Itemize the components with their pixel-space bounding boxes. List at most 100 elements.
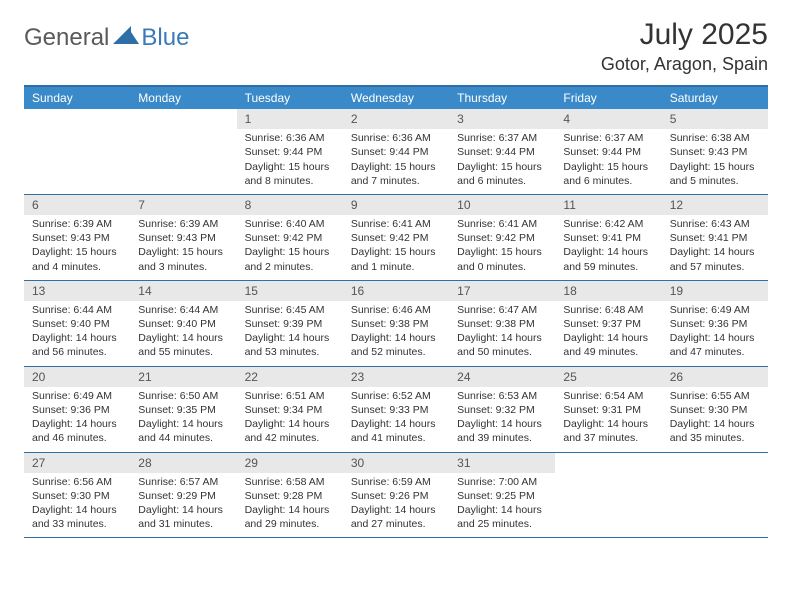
sunrise-text: Sunrise: 6:49 AM bbox=[670, 303, 760, 317]
daylight-text: Daylight: 14 hours bbox=[32, 503, 122, 517]
weekday-header: Wednesday bbox=[343, 87, 449, 109]
week-row: 1Sunrise: 6:36 AMSunset: 9:44 PMDaylight… bbox=[24, 109, 768, 195]
day-body: Sunrise: 6:58 AMSunset: 9:28 PMDaylight:… bbox=[237, 473, 343, 538]
daylight-text: Daylight: 15 hours bbox=[457, 245, 547, 259]
day-body: Sunrise: 6:49 AMSunset: 9:36 PMDaylight:… bbox=[662, 301, 768, 366]
day-number: 27 bbox=[24, 453, 130, 473]
sunrise-text: Sunrise: 7:00 AM bbox=[457, 475, 547, 489]
sunset-text: Sunset: 9:29 PM bbox=[138, 489, 228, 503]
day-number: 10 bbox=[449, 195, 555, 215]
daylight-text-cont: and 37 minutes. bbox=[563, 431, 653, 445]
week-row: 20Sunrise: 6:49 AMSunset: 9:36 PMDayligh… bbox=[24, 367, 768, 453]
daylight-text-cont: and 5 minutes. bbox=[670, 174, 760, 188]
sunset-text: Sunset: 9:41 PM bbox=[563, 231, 653, 245]
day-cell: 31Sunrise: 7:00 AMSunset: 9:25 PMDayligh… bbox=[449, 453, 555, 538]
daylight-text-cont: and 39 minutes. bbox=[457, 431, 547, 445]
day-body: Sunrise: 6:43 AMSunset: 9:41 PMDaylight:… bbox=[662, 215, 768, 280]
daylight-text: Daylight: 14 hours bbox=[351, 417, 441, 431]
day-cell: 15Sunrise: 6:45 AMSunset: 9:39 PMDayligh… bbox=[237, 281, 343, 366]
day-cell: 24Sunrise: 6:53 AMSunset: 9:32 PMDayligh… bbox=[449, 367, 555, 452]
day-cell: 9Sunrise: 6:41 AMSunset: 9:42 PMDaylight… bbox=[343, 195, 449, 280]
title-block: July 2025 Gotor, Aragon, Spain bbox=[601, 18, 768, 75]
daylight-text: Daylight: 14 hours bbox=[457, 503, 547, 517]
daylight-text: Daylight: 14 hours bbox=[32, 417, 122, 431]
daylight-text: Daylight: 15 hours bbox=[32, 245, 122, 259]
weekday-header: Monday bbox=[130, 87, 236, 109]
day-number: 24 bbox=[449, 367, 555, 387]
sunset-text: Sunset: 9:43 PM bbox=[670, 145, 760, 159]
day-body: Sunrise: 6:44 AMSunset: 9:40 PMDaylight:… bbox=[130, 301, 236, 366]
day-number: 19 bbox=[662, 281, 768, 301]
sunset-text: Sunset: 9:35 PM bbox=[138, 403, 228, 417]
day-cell: 14Sunrise: 6:44 AMSunset: 9:40 PMDayligh… bbox=[130, 281, 236, 366]
weekday-header: Tuesday bbox=[237, 87, 343, 109]
daylight-text-cont: and 49 minutes. bbox=[563, 345, 653, 359]
sunrise-text: Sunrise: 6:54 AM bbox=[563, 389, 653, 403]
weekday-header: Friday bbox=[555, 87, 661, 109]
day-cell-blank bbox=[130, 109, 236, 194]
sunset-text: Sunset: 9:34 PM bbox=[245, 403, 335, 417]
day-number: 11 bbox=[555, 195, 661, 215]
sunset-text: Sunset: 9:30 PM bbox=[32, 489, 122, 503]
logo-triangle-icon bbox=[113, 26, 139, 44]
sunrise-text: Sunrise: 6:37 AM bbox=[457, 131, 547, 145]
day-number: 12 bbox=[662, 195, 768, 215]
daylight-text: Daylight: 15 hours bbox=[351, 160, 441, 174]
day-body: Sunrise: 6:55 AMSunset: 9:30 PMDaylight:… bbox=[662, 387, 768, 452]
sunset-text: Sunset: 9:42 PM bbox=[457, 231, 547, 245]
day-cell: 3Sunrise: 6:37 AMSunset: 9:44 PMDaylight… bbox=[449, 109, 555, 194]
day-body: Sunrise: 6:41 AMSunset: 9:42 PMDaylight:… bbox=[343, 215, 449, 280]
day-cell: 17Sunrise: 6:47 AMSunset: 9:38 PMDayligh… bbox=[449, 281, 555, 366]
daylight-text: Daylight: 14 hours bbox=[563, 245, 653, 259]
daylight-text-cont: and 29 minutes. bbox=[245, 517, 335, 531]
day-cell: 11Sunrise: 6:42 AMSunset: 9:41 PMDayligh… bbox=[555, 195, 661, 280]
sunset-text: Sunset: 9:30 PM bbox=[670, 403, 760, 417]
day-body: Sunrise: 6:37 AMSunset: 9:44 PMDaylight:… bbox=[555, 129, 661, 194]
day-cell: 16Sunrise: 6:46 AMSunset: 9:38 PMDayligh… bbox=[343, 281, 449, 366]
daylight-text-cont: and 59 minutes. bbox=[563, 260, 653, 274]
day-cell: 4Sunrise: 6:37 AMSunset: 9:44 PMDaylight… bbox=[555, 109, 661, 194]
sunrise-text: Sunrise: 6:55 AM bbox=[670, 389, 760, 403]
sunset-text: Sunset: 9:44 PM bbox=[245, 145, 335, 159]
day-cell: 25Sunrise: 6:54 AMSunset: 9:31 PMDayligh… bbox=[555, 367, 661, 452]
day-cell: 8Sunrise: 6:40 AMSunset: 9:42 PMDaylight… bbox=[237, 195, 343, 280]
daylight-text-cont: and 41 minutes. bbox=[351, 431, 441, 445]
sunset-text: Sunset: 9:40 PM bbox=[32, 317, 122, 331]
daylight-text-cont: and 6 minutes. bbox=[563, 174, 653, 188]
daylight-text-cont: and 44 minutes. bbox=[138, 431, 228, 445]
daylight-text: Daylight: 15 hours bbox=[351, 245, 441, 259]
daylight-text: Daylight: 14 hours bbox=[457, 331, 547, 345]
sunrise-text: Sunrise: 6:46 AM bbox=[351, 303, 441, 317]
day-cell: 18Sunrise: 6:48 AMSunset: 9:37 PMDayligh… bbox=[555, 281, 661, 366]
day-number: 21 bbox=[130, 367, 236, 387]
daylight-text: Daylight: 14 hours bbox=[138, 417, 228, 431]
sunrise-text: Sunrise: 6:45 AM bbox=[245, 303, 335, 317]
sunrise-text: Sunrise: 6:41 AM bbox=[351, 217, 441, 231]
sunrise-text: Sunrise: 6:52 AM bbox=[351, 389, 441, 403]
day-number: 4 bbox=[555, 109, 661, 129]
location: Gotor, Aragon, Spain bbox=[601, 54, 768, 75]
day-number: 23 bbox=[343, 367, 449, 387]
day-body: Sunrise: 6:56 AMSunset: 9:30 PMDaylight:… bbox=[24, 473, 130, 538]
sunset-text: Sunset: 9:42 PM bbox=[351, 231, 441, 245]
sunrise-text: Sunrise: 6:37 AM bbox=[563, 131, 653, 145]
daylight-text-cont: and 52 minutes. bbox=[351, 345, 441, 359]
sunrise-text: Sunrise: 6:40 AM bbox=[245, 217, 335, 231]
daylight-text-cont: and 3 minutes. bbox=[138, 260, 228, 274]
sunrise-text: Sunrise: 6:44 AM bbox=[138, 303, 228, 317]
sunset-text: Sunset: 9:31 PM bbox=[563, 403, 653, 417]
sunset-text: Sunset: 9:37 PM bbox=[563, 317, 653, 331]
day-body: Sunrise: 6:53 AMSunset: 9:32 PMDaylight:… bbox=[449, 387, 555, 452]
day-cell-blank bbox=[555, 453, 661, 538]
daylight-text-cont: and 1 minute. bbox=[351, 260, 441, 274]
day-cell: 22Sunrise: 6:51 AMSunset: 9:34 PMDayligh… bbox=[237, 367, 343, 452]
day-number: 30 bbox=[343, 453, 449, 473]
day-number: 18 bbox=[555, 281, 661, 301]
sunrise-text: Sunrise: 6:56 AM bbox=[32, 475, 122, 489]
day-body: Sunrise: 6:37 AMSunset: 9:44 PMDaylight:… bbox=[449, 129, 555, 194]
sunrise-text: Sunrise: 6:44 AM bbox=[32, 303, 122, 317]
week-row: 6Sunrise: 6:39 AMSunset: 9:43 PMDaylight… bbox=[24, 195, 768, 281]
day-number: 5 bbox=[662, 109, 768, 129]
daylight-text-cont: and 50 minutes. bbox=[457, 345, 547, 359]
sunrise-text: Sunrise: 6:39 AM bbox=[32, 217, 122, 231]
